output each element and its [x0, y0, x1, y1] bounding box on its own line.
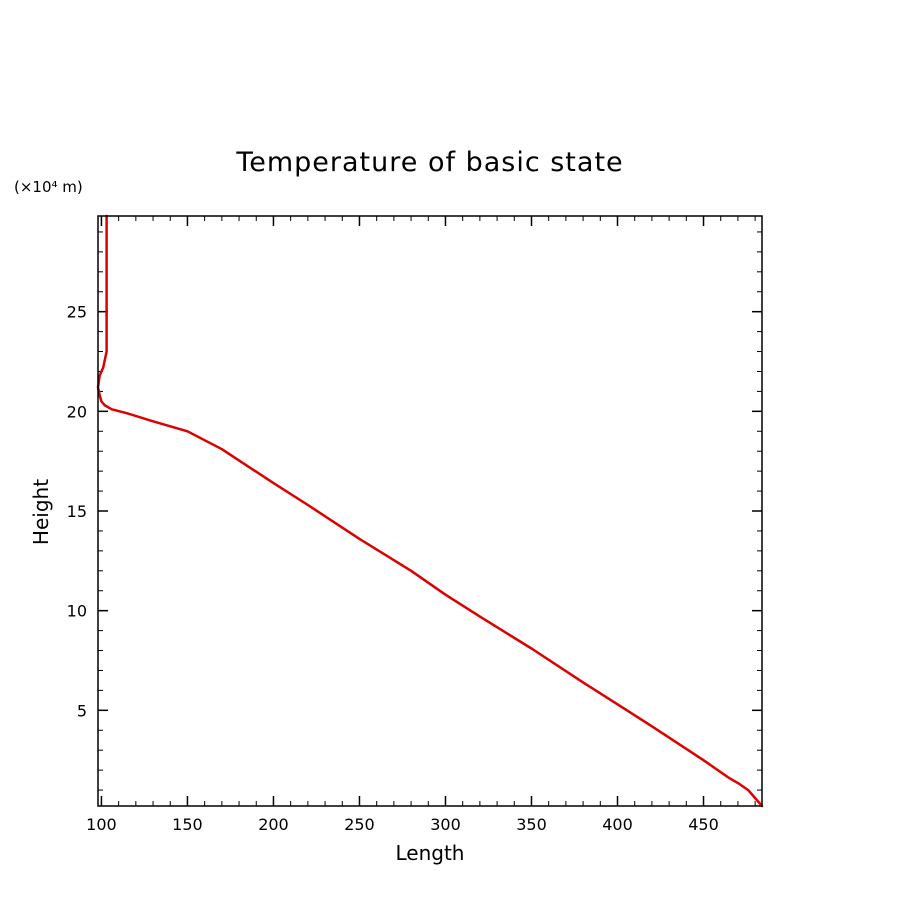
x-tick-label: 200: [258, 815, 289, 834]
x-tick-label: 350: [516, 815, 547, 834]
y-tick-label: 15: [67, 502, 87, 521]
x-tick-label: 300: [430, 815, 461, 834]
x-tick-label: 400: [602, 815, 633, 834]
x-tick-label: 450: [688, 815, 719, 834]
y-tick-label: 5: [77, 701, 87, 720]
chart-title: Temperature of basic state: [235, 147, 623, 178]
tick-labels: 100 150 200 250 300 350 400 450 5 10 15 20 25: [67, 303, 719, 834]
y-axis-label: Height: [29, 479, 53, 545]
axis-ticks: [98, 216, 762, 806]
y-tick-label: 20: [67, 402, 87, 421]
x-axis-label: Length: [396, 841, 465, 865]
y-tick-label: 10: [67, 602, 87, 621]
series-layer: [96, 214, 764, 808]
y-axis-unit-note: (×10⁴ m): [14, 178, 83, 196]
x-tick-label: 150: [172, 815, 203, 834]
y-tick-label: 25: [67, 303, 87, 322]
plot-frame: [97, 215, 763, 807]
x-tick-label: 100: [86, 815, 117, 834]
series-line: [96, 214, 764, 808]
x-tick-label: 250: [344, 815, 375, 834]
